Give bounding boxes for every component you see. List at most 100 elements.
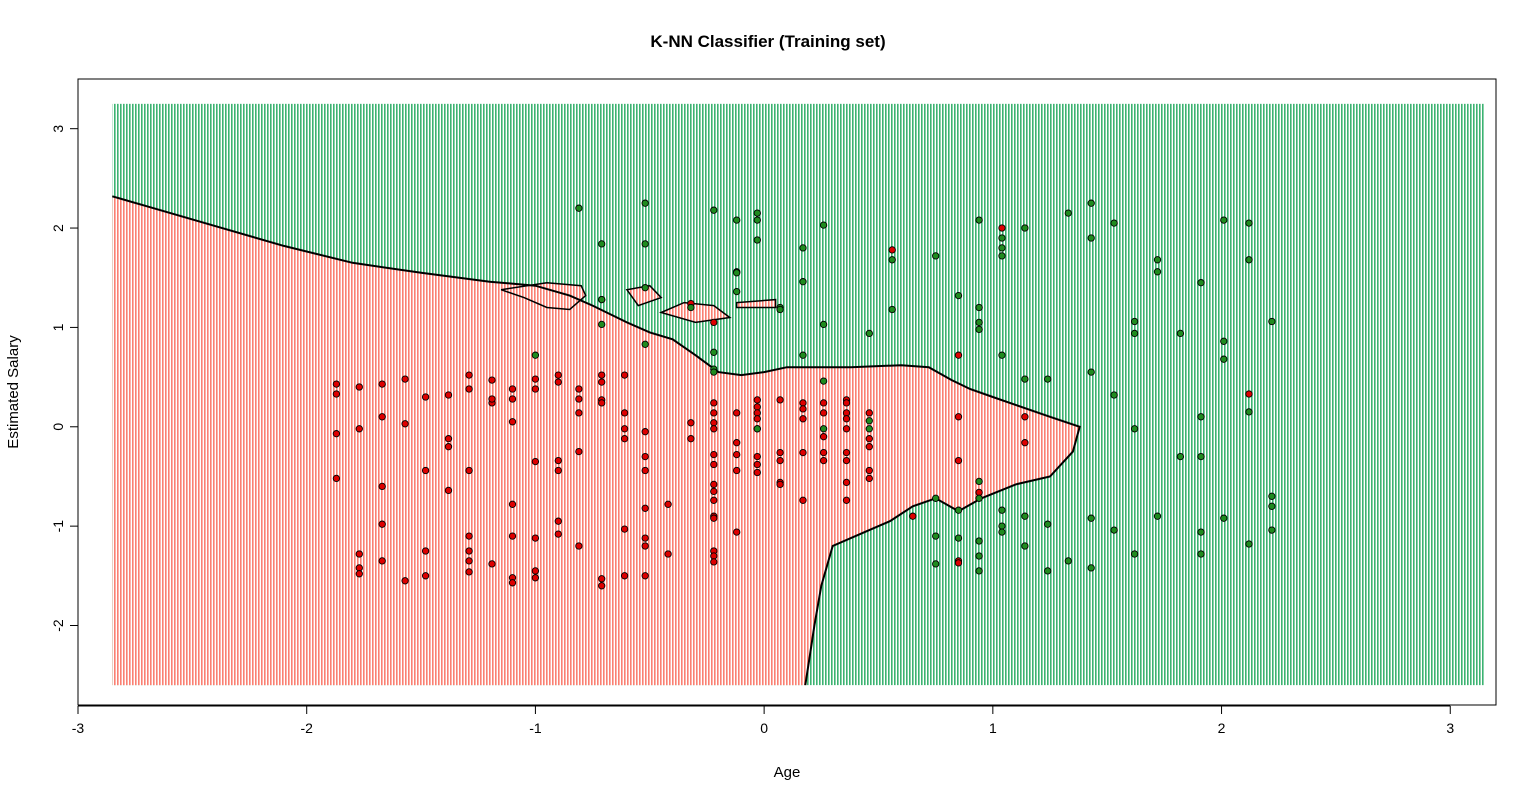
chart-title: K-NN Classifier (Training set) (650, 32, 885, 51)
class0-point (710, 480, 718, 489)
class0-point (531, 457, 540, 466)
class0-point (554, 378, 562, 386)
class0-point (531, 375, 540, 383)
class0-point (332, 430, 341, 438)
class0-point (710, 399, 718, 407)
class1-point (998, 244, 1006, 252)
class0-point (753, 403, 761, 411)
class0-point (710, 419, 718, 427)
class1-point (1268, 502, 1276, 510)
x-tick-label: 2 (1218, 720, 1226, 736)
class1-point (1197, 413, 1205, 421)
class1-point (575, 204, 583, 212)
class0-region (112, 196, 1080, 686)
class1-point (1044, 520, 1052, 528)
class0-point (753, 468, 761, 477)
x-tick-label: 3 (1446, 720, 1454, 736)
class0-point (753, 452, 761, 461)
class0-point (401, 577, 409, 585)
class1-point (954, 534, 963, 542)
class1-point (733, 216, 741, 224)
class0-point (598, 371, 606, 379)
class1-point (975, 318, 983, 327)
class0-point (554, 530, 562, 538)
class0-point (465, 568, 473, 576)
class0-point (954, 351, 963, 359)
class1-point (1087, 368, 1095, 376)
class0-point (508, 385, 517, 393)
class1-point (776, 305, 784, 314)
class0-point (465, 547, 473, 555)
class0-point (842, 496, 851, 504)
class1-point (865, 329, 873, 338)
class1-point (710, 368, 718, 376)
class0-point (842, 448, 851, 457)
class0-point (641, 466, 649, 475)
class1-point (1021, 542, 1029, 550)
class0-island (736, 299, 776, 308)
class0-point (776, 480, 784, 489)
class1-point (998, 522, 1006, 530)
class0-point (355, 570, 363, 578)
class0-point (776, 456, 784, 465)
class0-point (776, 396, 784, 404)
class0-island (501, 282, 586, 310)
class0-point (465, 466, 473, 475)
class1-point (598, 295, 606, 304)
class0-point (799, 496, 807, 504)
class0-point (508, 500, 517, 508)
class0-point (819, 399, 828, 407)
class0-point (753, 409, 761, 417)
class0-point (355, 550, 363, 558)
class0-point (954, 559, 963, 567)
class0-point (710, 552, 718, 560)
class0-point (710, 450, 718, 459)
class0-point (620, 572, 629, 580)
class1-point (865, 425, 873, 433)
class1-point (799, 278, 807, 286)
class1-point (1220, 514, 1228, 522)
class0-point (710, 496, 718, 504)
class0-point (799, 399, 807, 407)
class0-point (332, 380, 341, 388)
class0-point (508, 395, 517, 403)
class1-point (733, 287, 741, 296)
class1-point (1220, 355, 1228, 363)
class1-point (1220, 216, 1228, 224)
class1-point (1130, 329, 1139, 338)
class1-point (753, 236, 761, 244)
class1-point (888, 256, 896, 264)
class0-point (444, 391, 453, 399)
class1-point (975, 552, 983, 560)
class1-point (975, 494, 983, 502)
class0-point (378, 520, 386, 528)
y-tick-label: -1 (50, 520, 66, 533)
class1-point (888, 305, 896, 314)
class0-point (975, 488, 983, 497)
class1-point (1130, 425, 1139, 433)
class1-point (1197, 550, 1205, 558)
class0-point (799, 405, 807, 413)
class1-point (799, 351, 807, 359)
class0-point (508, 418, 517, 426)
class1-point (1268, 317, 1276, 326)
class1-point (819, 425, 828, 433)
class1-point (1197, 452, 1205, 461)
class0-point (641, 452, 649, 461)
class0-point (575, 447, 583, 456)
class1-point (932, 252, 940, 260)
y-tick-label: 0 (50, 423, 66, 431)
class1-point (531, 351, 540, 359)
class1-point (799, 244, 807, 252)
class1-point (998, 528, 1006, 536)
class0-point (620, 371, 629, 379)
class1-point (998, 506, 1006, 514)
class1-point (975, 325, 983, 334)
class1-point (753, 216, 761, 224)
class0-point (733, 466, 741, 475)
class0-point (664, 550, 672, 558)
class0-point (554, 517, 562, 525)
class1-point (954, 506, 963, 514)
class0-point (444, 486, 453, 495)
class1-point (1130, 550, 1139, 558)
